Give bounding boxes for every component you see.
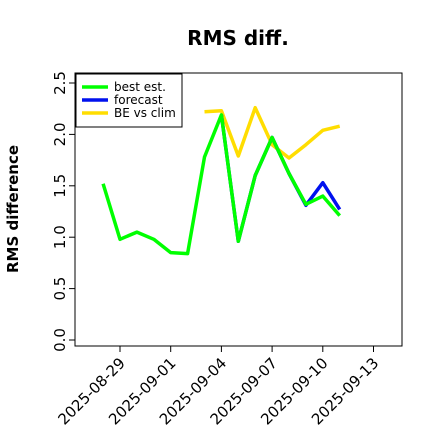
series-line-forecast	[219, 114, 342, 244]
y-axis-label: RMS difference	[4, 145, 22, 273]
legend-label: forecast	[114, 93, 163, 107]
legend-label: best est.	[114, 80, 166, 94]
series-line-best-est	[101, 113, 342, 256]
y-axis: 0.0 0.5 1.0 1.5 2.0 2.5	[51, 71, 75, 352]
plot-frame	[74, 72, 403, 347]
x-axis: 2025-08-292025-09-012025-09-042025-09-07…	[54, 346, 382, 428]
y-tick-label: 1.0	[51, 225, 69, 249]
y-tick-label: 2.0	[51, 122, 69, 146]
y-tick-label: 0.0	[51, 328, 69, 352]
series-line-be-vs-clim	[204, 105, 341, 160]
legend-label: BE vs clim	[114, 106, 176, 120]
y-tick-label: 2.5	[51, 71, 69, 95]
y-tick-label: 1.5	[51, 174, 69, 198]
series-lines	[101, 105, 342, 256]
y-tick-label: 0.5	[51, 277, 69, 301]
chart-title: RMS diff.	[187, 26, 289, 50]
